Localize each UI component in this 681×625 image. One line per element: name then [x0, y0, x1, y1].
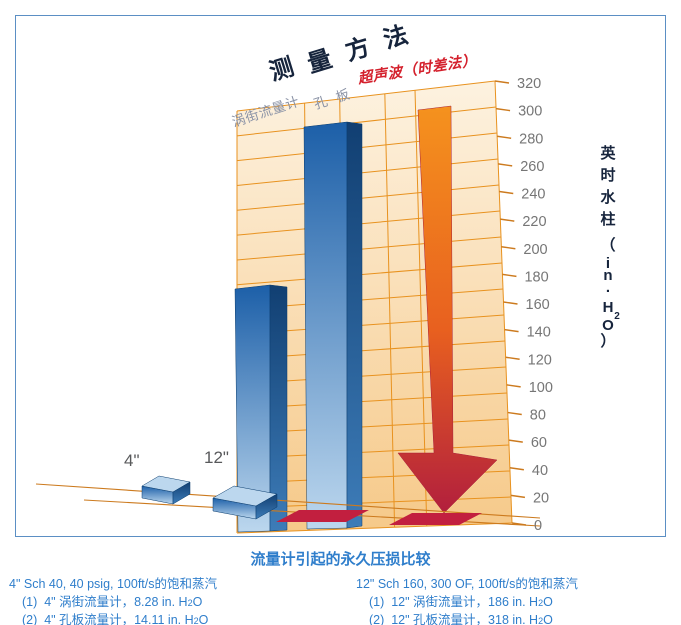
svg-text:200: 200: [523, 242, 547, 258]
svg-text:超声波（时差法）: 超声波（时差法）: [356, 52, 478, 88]
svg-text:2: 2: [614, 311, 620, 322]
svg-text:4": 4": [124, 451, 140, 470]
svg-text:40: 40: [532, 463, 548, 479]
svg-text:方: 方: [342, 32, 373, 66]
svg-text:时: 时: [600, 167, 615, 184]
svg-text:160: 160: [526, 297, 550, 313]
svg-text:O: O: [602, 317, 614, 334]
svg-text:0: 0: [534, 518, 542, 534]
svg-text:测: 测: [266, 53, 297, 86]
svg-text:300: 300: [518, 104, 542, 120]
svg-text:20: 20: [533, 490, 549, 506]
svg-text:280: 280: [519, 131, 543, 147]
svg-text:柱: 柱: [600, 210, 615, 228]
svg-text:水: 水: [600, 188, 616, 206]
svg-text:320: 320: [517, 76, 541, 92]
svg-text:英: 英: [600, 144, 616, 162]
svg-text:140: 140: [527, 325, 551, 341]
svg-text:量: 量: [304, 45, 335, 78]
svg-text:80: 80: [530, 408, 546, 424]
svg-text:）: ）: [600, 332, 615, 350]
svg-text:180: 180: [524, 269, 548, 285]
svg-text:H: H: [603, 299, 614, 316]
svg-text:60: 60: [531, 435, 547, 451]
svg-text:（: （: [600, 236, 615, 254]
svg-text:12": 12": [204, 448, 229, 467]
svg-text:220: 220: [522, 214, 546, 230]
svg-text:260: 260: [520, 159, 544, 175]
svg-text:240: 240: [521, 187, 545, 203]
svg-text:100: 100: [529, 380, 553, 396]
svg-text:法: 法: [380, 21, 411, 54]
svg-text:.: .: [606, 279, 610, 296]
svg-text:120: 120: [528, 352, 552, 368]
